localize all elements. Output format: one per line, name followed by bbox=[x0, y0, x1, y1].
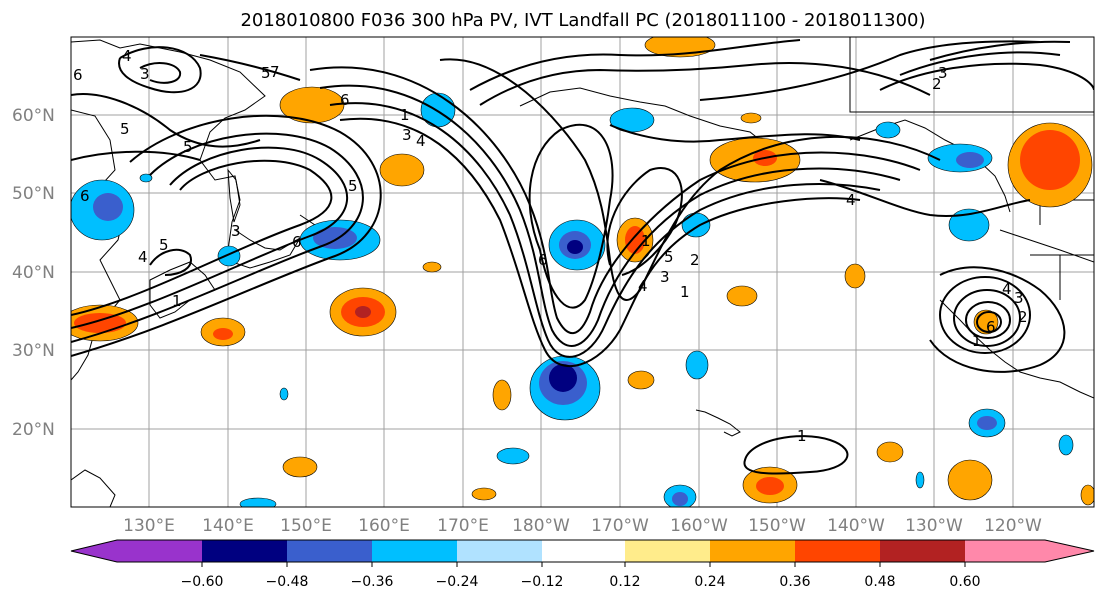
colorbar-swatch bbox=[542, 540, 625, 562]
lat-tick-label: 40°N bbox=[12, 263, 55, 283]
lon-tick-label: 120°W bbox=[984, 516, 1042, 536]
contour-label: 5 bbox=[183, 138, 193, 156]
contour-label: 1 bbox=[400, 106, 410, 124]
contour-label: 2 bbox=[932, 75, 942, 93]
colorbar-swatch bbox=[202, 540, 287, 562]
colorbar-swatch bbox=[965, 540, 1045, 562]
contour-label: 3 bbox=[938, 64, 948, 82]
contour-label: 5 bbox=[348, 177, 358, 195]
contour-label: 6 bbox=[538, 251, 548, 269]
lat-tick-label: 30°N bbox=[12, 341, 55, 361]
contour-label: 4 bbox=[638, 277, 648, 295]
contour-label: 5 bbox=[261, 64, 271, 82]
pv-anomaly-shading bbox=[71, 37, 1094, 507]
lon-tick-label: 130°E bbox=[123, 516, 175, 536]
colorbar-outline bbox=[70, 539, 1095, 563]
colorbar-extend-low bbox=[71, 540, 117, 562]
contour-label: 2 bbox=[1018, 308, 1028, 326]
contour-label: 6 bbox=[292, 233, 302, 251]
contour-label: 3 bbox=[660, 268, 670, 286]
contour-label: 6 bbox=[73, 66, 83, 84]
contour-label: 1 bbox=[641, 232, 651, 250]
map-frame bbox=[70, 36, 1095, 508]
colorbar-tick-label: 0.48 bbox=[864, 574, 895, 590]
contour-label: 2 bbox=[690, 251, 700, 269]
colorbar-swatch bbox=[287, 540, 372, 562]
contour-label: 4 bbox=[846, 191, 856, 209]
contour-label: 6 bbox=[340, 91, 350, 109]
colorbar-swatch bbox=[880, 540, 965, 562]
contour-label: 1 bbox=[172, 292, 182, 310]
colorbar-tick-label: 0.60 bbox=[949, 574, 980, 590]
colorbar-swatch bbox=[457, 540, 542, 562]
lat-tick-label: 20°N bbox=[12, 420, 55, 440]
colorbar-tick-label: 0.24 bbox=[694, 574, 725, 590]
lon-tick-label: 170°E bbox=[437, 516, 489, 536]
contour-label: 3 bbox=[1014, 289, 1024, 307]
contour-label: 3 bbox=[402, 126, 412, 144]
contour-labels: 5 5 4 3 6 6 4 5 3 6 3 4 1 5 1 6 5 6 1 4 bbox=[73, 47, 1028, 445]
contour-label: 6 bbox=[986, 318, 996, 336]
contour-label: 4 bbox=[138, 248, 148, 266]
colorbar-ticks bbox=[201, 562, 966, 567]
lat-tick-label: 50°N bbox=[12, 184, 55, 204]
lon-tick-label: 150°W bbox=[748, 516, 806, 536]
figure-title: 2018010800 F036 300 hPa PV, IVT Landfall… bbox=[240, 10, 925, 31]
colorbar-swatch bbox=[372, 540, 457, 562]
contour-label: 4 bbox=[1002, 280, 1012, 298]
lat-tick-label: 60°N bbox=[12, 106, 55, 126]
colorbar-tick-label: −0.48 bbox=[266, 574, 309, 590]
contour-label: 7 bbox=[270, 63, 280, 81]
colorbar: −0.60 −0.48 −0.36 −0.24 −0.12 0.12 0.24 … bbox=[70, 539, 1095, 590]
lon-tick-label: 140°E bbox=[202, 516, 254, 536]
contour-label: 5 bbox=[159, 236, 169, 254]
colorbar-tick-label: −0.12 bbox=[521, 574, 564, 590]
contour-label: 1 bbox=[797, 427, 807, 445]
colorbar-tick-label: −0.36 bbox=[351, 574, 394, 590]
colorbar-tick-label: 0.12 bbox=[609, 574, 640, 590]
ivt-contours bbox=[71, 39, 1094, 475]
contour-label: 1 bbox=[680, 283, 690, 301]
contour-label: 1 bbox=[972, 332, 982, 350]
colorbar-tick-label: −0.24 bbox=[436, 574, 479, 590]
lon-tick-label: 160°W bbox=[670, 516, 728, 536]
contour-label: 6 bbox=[80, 187, 90, 205]
lon-tick-label: 130°W bbox=[905, 516, 963, 536]
contour-label: 5 bbox=[664, 248, 674, 266]
contour-label: 3 bbox=[140, 65, 150, 83]
contour-label: 5 bbox=[120, 120, 130, 138]
longitude-labels: 130°E 140°E 150°E 160°E 170°E 180°W 170°… bbox=[123, 516, 1042, 536]
map-panel: 5 5 4 3 6 6 4 5 3 6 3 4 1 5 1 6 5 6 1 4 bbox=[70, 36, 1095, 508]
colorbar-extend-high bbox=[1045, 540, 1094, 562]
contour-label: 4 bbox=[416, 132, 426, 150]
colorbar-swatch bbox=[625, 540, 710, 562]
contour-label: 3 bbox=[231, 222, 241, 240]
lon-tick-label: 150°E bbox=[280, 516, 332, 536]
colorbar-swatch bbox=[795, 540, 880, 562]
colorbar-tick-label: −0.60 bbox=[181, 574, 224, 590]
colorbar-swatch bbox=[710, 540, 795, 562]
lon-tick-label: 170°W bbox=[591, 516, 649, 536]
lon-tick-label: 180°W bbox=[512, 516, 570, 536]
latitude-labels: 60°N 50°N 40°N 30°N 20°N bbox=[12, 106, 55, 440]
coastlines bbox=[71, 39, 1094, 507]
colorbar-tick-label: 0.36 bbox=[779, 574, 810, 590]
lon-tick-label: 140°W bbox=[827, 516, 885, 536]
lon-tick-label: 160°E bbox=[358, 516, 410, 536]
colorbar-tick-labels: −0.60 −0.48 −0.36 −0.24 −0.12 0.12 0.24 … bbox=[181, 574, 981, 590]
contour-label: 4 bbox=[122, 47, 132, 65]
colorbar-swatch bbox=[117, 540, 202, 562]
